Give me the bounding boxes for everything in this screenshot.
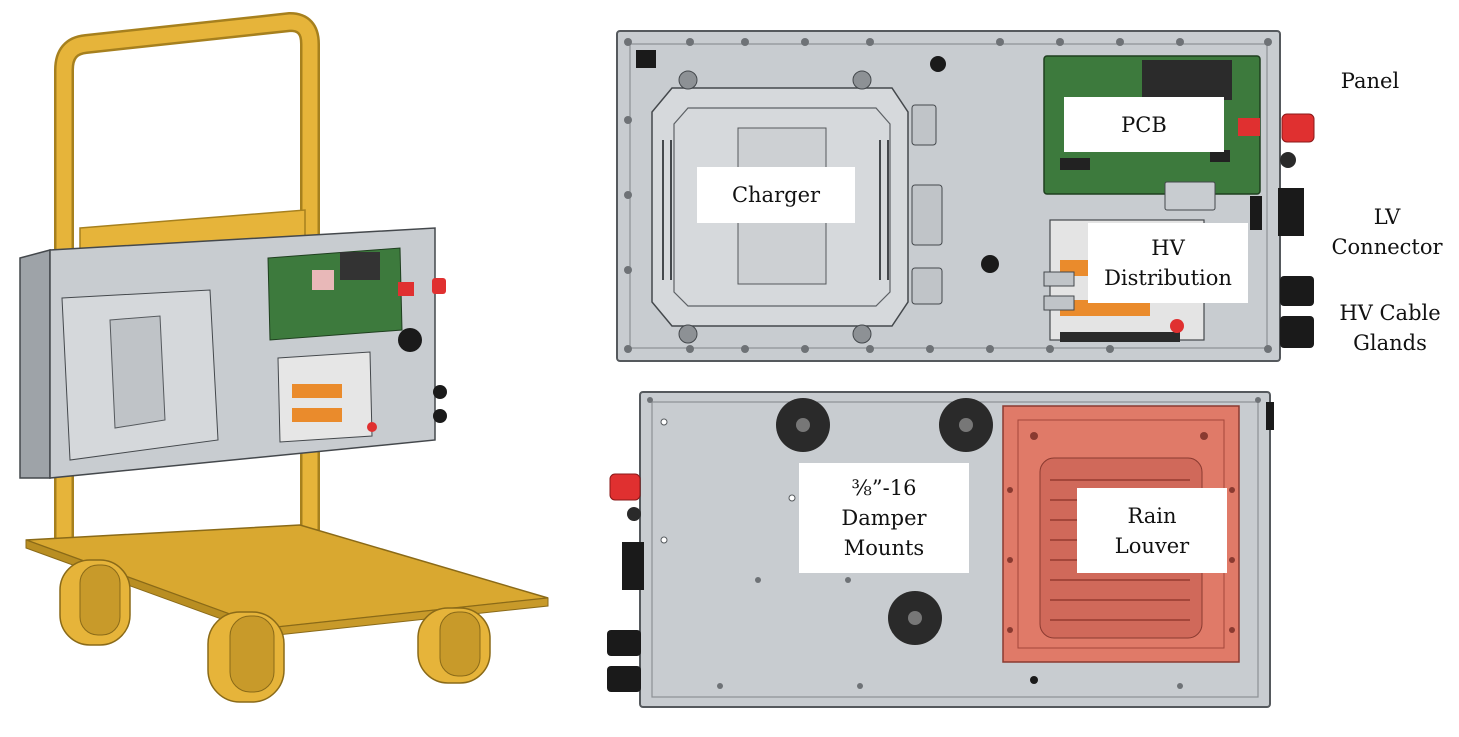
cart-isometric-view xyxy=(19,12,549,703)
cart-wheel-front-left xyxy=(59,559,131,646)
label-damper-mounts: ⅜”-16 Damper Mounts xyxy=(799,463,969,573)
cart-wheel-front-center xyxy=(207,611,285,703)
label-pcb: PCB xyxy=(1064,97,1224,152)
label-panel: Panel xyxy=(1340,69,1400,93)
cart-enclosure xyxy=(19,227,447,479)
damper-mounts xyxy=(776,398,993,645)
label-lv-connector: LV Connector xyxy=(1331,205,1443,259)
label-hv-cable-glands: HV Cable Glands xyxy=(1339,301,1441,355)
label-rain-louver: Rain Louver xyxy=(1077,488,1227,573)
label-charger: Charger xyxy=(697,167,855,223)
label-hv-distribution: HV Distribution xyxy=(1088,223,1248,303)
cart-wheel-front-right xyxy=(417,607,491,684)
